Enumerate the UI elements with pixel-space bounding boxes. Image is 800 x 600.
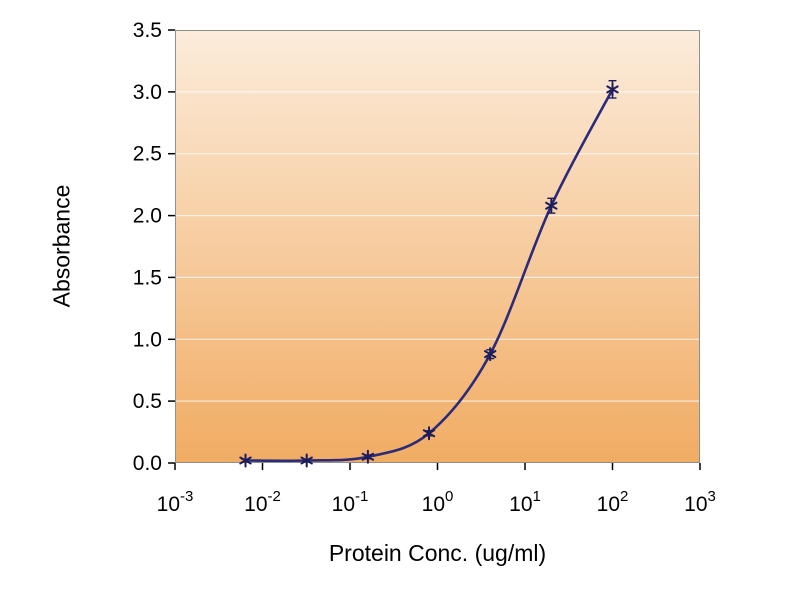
data-point-marker: [545, 201, 558, 210]
data-point-marker: [422, 429, 436, 438]
x-tick-label: 102: [597, 488, 629, 516]
y-tick-label: 0.5: [133, 390, 162, 413]
x-axis-title: Protein Conc. (ug/ml): [328, 540, 547, 566]
x-tick-label: 103: [684, 488, 716, 516]
data-point-marker: [300, 456, 313, 465]
y-tick-label: 3.0: [133, 81, 162, 104]
y-tick-label: 2.0: [133, 205, 162, 228]
plot-area: [175, 30, 700, 463]
y-tick-label: 0.0: [133, 452, 162, 475]
data-point-marker: [361, 452, 375, 461]
x-tick-label: 10-2: [244, 488, 281, 516]
series-curve: [244, 88, 614, 463]
x-tick-label: 10-3: [157, 488, 194, 516]
x-tick-label: 100: [422, 488, 454, 516]
y-tick-label: 2.5: [133, 143, 162, 166]
y-tick-label: 1.5: [133, 266, 162, 289]
x-tick-label: 10-1: [332, 488, 369, 516]
data-point-marker: [484, 350, 497, 359]
y-axis-title: Absorbance: [48, 184, 75, 308]
y-tick-label: 1.0: [133, 328, 162, 351]
y-tick-label: 3.5: [133, 19, 162, 42]
data-point-marker: [239, 456, 252, 465]
x-tick-label: 101: [509, 488, 541, 516]
data-point-marker: [606, 85, 619, 94]
